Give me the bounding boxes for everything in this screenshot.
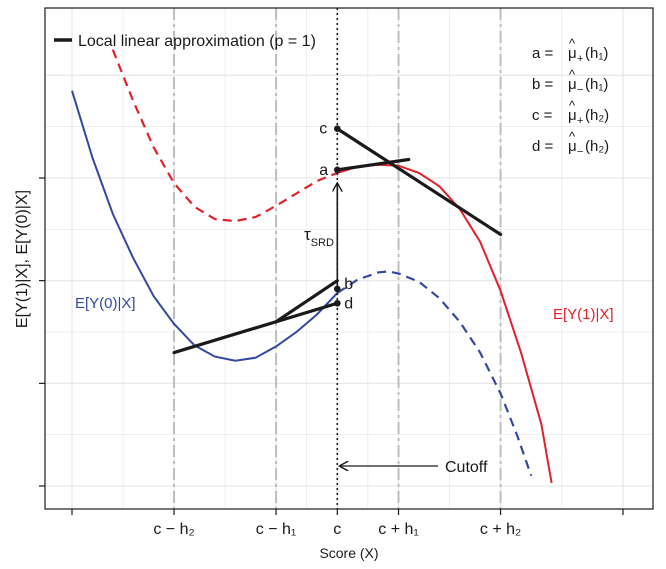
series-label-y1: E[Y(1)|X] bbox=[553, 306, 614, 323]
estimate-points: a b c d bbox=[319, 121, 353, 313]
definition-bandwidth: (h₁) bbox=[585, 76, 608, 93]
series-y1-solid bbox=[337, 163, 553, 484]
legend-entry: Local linear approximation (p = 1) bbox=[78, 33, 316, 50]
definition-mu: μ bbox=[568, 138, 577, 155]
definition-mu: μ bbox=[568, 45, 577, 62]
series-y1-dashed bbox=[111, 49, 338, 223]
x-tick-label: c bbox=[333, 521, 341, 538]
definition-sign: − bbox=[577, 84, 583, 96]
definition-hat: ^ bbox=[569, 67, 576, 82]
point-d bbox=[333, 299, 341, 307]
series bbox=[71, 49, 553, 484]
approximation-line bbox=[335, 127, 503, 237]
x-tick-label: c − h₁ bbox=[256, 521, 297, 538]
definition-bandwidth: (h₁) bbox=[585, 45, 608, 62]
cutoff bbox=[337, 8, 438, 509]
definition-sign: + bbox=[577, 115, 583, 127]
definition-lhs: d = bbox=[532, 138, 554, 155]
estimate-definitions: a = ^μ + (h₁)b = ^μ − (h₁)c = ^μ + (h₂)d = ^μ −… bbox=[532, 36, 609, 158]
point-label-d: d bbox=[344, 295, 353, 312]
tau-symbol: τSRD bbox=[304, 225, 334, 249]
point-label-b: b bbox=[344, 276, 353, 293]
axes: c − h₂ c − h₁ c c + h₁ c + h₂ bbox=[39, 177, 624, 538]
definition-row: b = ^μ − (h₁) bbox=[532, 67, 608, 96]
point-a bbox=[333, 166, 341, 174]
series-label-y0: E[Y(0)|X] bbox=[75, 295, 136, 312]
definition-sign: − bbox=[577, 146, 583, 158]
bandwidth-lines bbox=[173, 8, 502, 509]
definition-mu: μ bbox=[568, 107, 577, 124]
definition-lhs: a = bbox=[532, 45, 554, 62]
point-label-a: a bbox=[319, 162, 328, 179]
definition-row: c = ^μ + (h₂) bbox=[532, 98, 609, 127]
x-axis-title: Score (X) bbox=[319, 545, 378, 561]
x-tick-label: c + h₁ bbox=[378, 521, 419, 538]
definition-hat: ^ bbox=[569, 129, 576, 144]
point-label-c: c bbox=[319, 121, 327, 138]
approximation-line bbox=[335, 157, 411, 172]
legend: Local linear approximation (p = 1) bbox=[54, 33, 316, 50]
x-tick-label: c − h₂ bbox=[153, 521, 194, 538]
definition-row: d = ^μ − (h₂) bbox=[532, 129, 609, 158]
local-linear-lines bbox=[172, 127, 503, 355]
definition-bandwidth: (h₂) bbox=[585, 107, 609, 124]
definition-mu: μ bbox=[568, 76, 577, 93]
definition-sign: + bbox=[577, 53, 583, 65]
x-tick-label: c + h₂ bbox=[480, 521, 521, 538]
definition-hat: ^ bbox=[569, 98, 576, 113]
definition-row: a = ^μ + (h₁) bbox=[532, 36, 608, 65]
point-b bbox=[333, 285, 341, 293]
series-y0-dashed bbox=[336, 270, 533, 477]
point-c bbox=[333, 125, 341, 133]
series-y0-solid bbox=[71, 90, 339, 362]
y-axis-title: E[Y(1)|X], E[Y(0)|X] bbox=[14, 190, 31, 328]
definition-lhs: c = bbox=[532, 107, 553, 124]
definition-hat: ^ bbox=[569, 36, 576, 51]
approximation-line bbox=[172, 301, 339, 355]
cutoff-label: Cutoff bbox=[445, 459, 488, 476]
approximation-line bbox=[274, 279, 339, 324]
definition-lhs: b = bbox=[532, 76, 554, 93]
plot-frame bbox=[44, 7, 654, 510]
grid bbox=[45, 8, 653, 509]
definition-bandwidth: (h₂) bbox=[585, 138, 609, 155]
